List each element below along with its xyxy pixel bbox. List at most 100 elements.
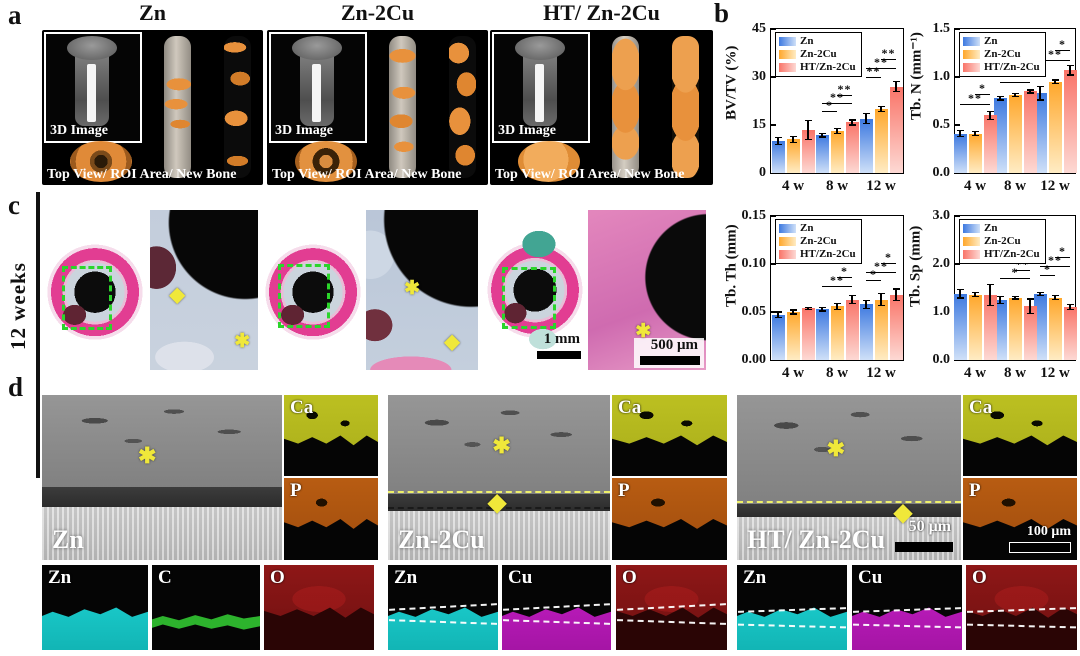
error-bar-cap (1036, 86, 1044, 88)
legend-swatch (779, 250, 796, 259)
error-bar (777, 137, 779, 145)
legend-swatch (963, 63, 980, 72)
error-bar-cap (774, 137, 782, 139)
error-bar-cap (862, 299, 870, 302)
y-tick-mark (771, 215, 776, 217)
implant-rod (535, 64, 544, 122)
significance-line (822, 286, 852, 288)
legend-label: HT/Zn-2Cu (984, 61, 1040, 73)
bar-HT/Zn-2Cu (889, 86, 903, 173)
error-bar-cap (1066, 64, 1074, 67)
microct-panel-zn2cu: 3D Image Top View/ ROI Area/ New Bone (267, 30, 488, 185)
significance-line (866, 68, 896, 70)
significance-line (1055, 50, 1070, 52)
legend-label: Zn-2Cu (800, 235, 837, 247)
bar-HT/Zn-2Cu (801, 129, 815, 173)
eds-map-p-ht: P 100 μm (963, 478, 1077, 560)
error-bar-cap (892, 90, 900, 93)
histology-inset-zn: ◆ ✱ (150, 210, 258, 370)
group-title-zn: Zn (139, 0, 166, 25)
interface-dashed-line (737, 500, 961, 503)
legend-row: Zn-2Cu (779, 235, 856, 248)
error-bar-cap (892, 299, 900, 302)
element-signal (616, 565, 727, 618)
bar-Zn (771, 141, 785, 173)
bar-Zn (1033, 93, 1047, 173)
significance-line (1040, 274, 1055, 276)
error-bar-cap (956, 297, 964, 299)
y-tick-label: 0.0 (932, 165, 951, 180)
significance-stars: ** (881, 46, 896, 61)
legend-row: Zn (779, 222, 856, 235)
element-signal (152, 614, 260, 630)
legend-row: HT/Zn-2Cu (963, 248, 1040, 261)
bar-Zn-2Cu (830, 130, 844, 173)
bar-HT/Zn-2Cu (1063, 307, 1077, 360)
error-bar-cap (1026, 92, 1034, 94)
legend-swatch (963, 250, 980, 259)
y-tick-label: 0 (759, 165, 766, 180)
bar-Zn (815, 309, 829, 360)
legend-swatch (779, 63, 796, 72)
error-bar-cap (804, 308, 812, 310)
bone-3d-render (67, 36, 117, 126)
roi-box (502, 267, 556, 329)
map-label: O (972, 567, 987, 588)
bone-region (42, 395, 282, 488)
error-bar-cap (1051, 295, 1059, 297)
error-bar (807, 120, 809, 140)
3d-image-inset: 3D Image (269, 32, 367, 143)
significance-line (1000, 278, 1030, 280)
error-bar (1069, 304, 1071, 310)
x-tick-label: 4 w (963, 365, 987, 381)
x-tick-label: 4 w (781, 178, 805, 194)
error-bar (865, 113, 867, 124)
map-label: C (158, 567, 172, 588)
error-bar (974, 292, 976, 297)
error-bar-cap (774, 311, 782, 313)
x-tick-label: 8 w (825, 178, 849, 194)
error-bar-cap (1026, 312, 1034, 315)
roi-area-render (164, 36, 191, 178)
error-bar-cap (956, 288, 964, 291)
significance-stars: * (1011, 265, 1019, 280)
significance-line (822, 102, 852, 104)
significance-line (1040, 59, 1070, 61)
bar-Zn (953, 293, 967, 360)
error-bar-cap (986, 284, 994, 286)
error-bar-cap (986, 305, 994, 307)
element-signal (264, 565, 374, 618)
error-bar (792, 310, 794, 314)
error-bar (1014, 93, 1016, 97)
bar-HT/Zn-2Cu (1023, 91, 1037, 173)
microct-panel-ht-zn2cu: 3D Image Top View/ ROI Area/ New Bone (490, 30, 713, 185)
bar-HT/Zn-2Cu (845, 299, 859, 360)
significance-stars: * (979, 81, 986, 96)
error-bar (880, 106, 882, 112)
legend-swatch (779, 37, 796, 46)
error-bar (1039, 292, 1041, 296)
top-view-render (70, 141, 132, 182)
element-signal (284, 395, 378, 446)
significance-stars: * (885, 250, 892, 265)
bar-Zn-2Cu (874, 109, 888, 173)
error-bar (895, 288, 897, 301)
error-bar (851, 119, 853, 125)
legend-row: HT/Zn-2Cu (779, 61, 856, 74)
error-bar-cap (877, 293, 885, 295)
significance-line (1000, 81, 1030, 83)
y-tick-label: 0.05 (741, 304, 767, 319)
significance-line (960, 103, 990, 105)
error-bar-cap (986, 118, 994, 120)
error-bar-cap (818, 133, 826, 135)
y-tick-label: 1.0 (932, 69, 951, 84)
implant-region (737, 517, 961, 560)
y-tick-mark (771, 28, 776, 30)
legend: Zn Zn-2Cu HT/Zn-2Cu (775, 32, 862, 77)
bar-Zn (771, 314, 785, 360)
diamond-marker: ◆ (487, 489, 507, 516)
significance-stars: * (1059, 244, 1066, 259)
map-label: Ca (618, 397, 642, 418)
error-bar-cap (986, 110, 994, 113)
